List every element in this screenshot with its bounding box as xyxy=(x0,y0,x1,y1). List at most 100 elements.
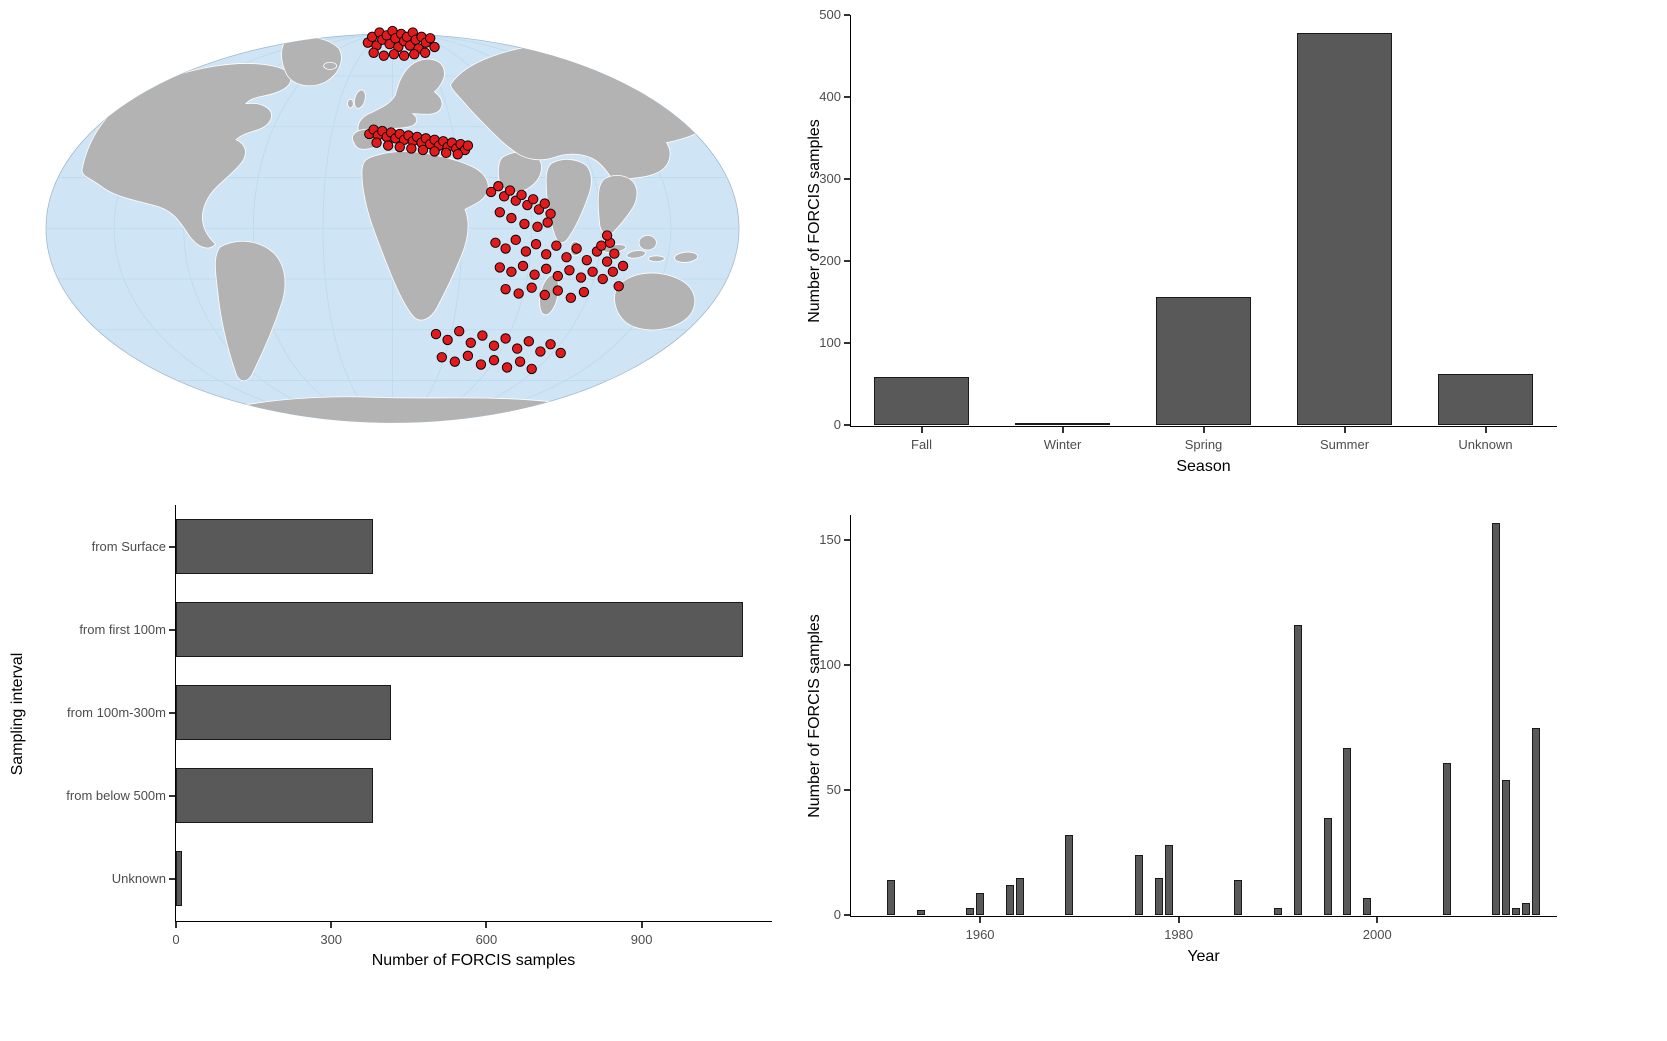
greenland xyxy=(281,36,342,87)
sample-marker xyxy=(519,218,530,230)
sample-marker xyxy=(440,147,452,159)
bar-1963 xyxy=(1005,885,1014,915)
lesser-sunda xyxy=(648,255,665,262)
bar-from-100m-300m xyxy=(176,684,391,741)
y-tick xyxy=(843,539,850,541)
y-tick-label: 100 xyxy=(819,657,841,672)
sample-markers xyxy=(362,25,629,375)
x-tick-label: Winter xyxy=(1043,437,1082,452)
bar-1997 xyxy=(1343,747,1352,915)
y-tick-label: 0 xyxy=(833,417,841,432)
sample-marker xyxy=(516,189,527,201)
season-chart-panel: Number of FORCIS samples 0 100 200 300 400 50… xyxy=(800,0,1667,490)
season-y-title-wrap: Number of FORCIS samples xyxy=(802,15,828,427)
africa xyxy=(361,151,489,321)
sample-marker xyxy=(388,49,400,60)
sample-marker xyxy=(542,217,553,228)
sample-marker xyxy=(541,263,552,275)
new-guinea xyxy=(674,251,699,263)
bar-1995 xyxy=(1323,817,1332,915)
sample-marker xyxy=(564,265,575,276)
europe xyxy=(357,58,445,137)
y-tick-label: 400 xyxy=(819,89,841,104)
interval-y-title-wrap: Sampling interval xyxy=(5,505,31,922)
sample-marker xyxy=(607,266,619,277)
sample-marker xyxy=(378,50,389,61)
sample-marker xyxy=(510,234,521,246)
season-plot-area: 0 100 200 300 400 500 Fall Winter Spring Summer Un… xyxy=(819,7,1557,452)
bar-fall xyxy=(874,377,969,425)
season-x-axis-title: Season xyxy=(1176,458,1231,475)
y-tick-label: 500 xyxy=(819,7,841,22)
sample-marker xyxy=(465,337,476,348)
y-tick xyxy=(843,14,850,16)
sample-marker xyxy=(490,237,501,248)
bar-2007 xyxy=(1442,762,1451,915)
sample-marker xyxy=(575,272,587,283)
x-tick-label: Summer xyxy=(1319,437,1370,452)
sample-marker xyxy=(500,283,511,295)
sample-marker xyxy=(596,240,607,251)
bar-1999 xyxy=(1363,897,1372,915)
sample-marker xyxy=(514,356,526,367)
map-panel xyxy=(0,0,800,480)
bar-unknown xyxy=(1438,374,1533,425)
year-y-axis-title: Number of FORCIS samples xyxy=(806,614,823,818)
sample-marker xyxy=(581,254,592,266)
sample-marker xyxy=(430,328,442,340)
south-america xyxy=(214,240,286,382)
sample-marker xyxy=(539,198,550,209)
sample-marker xyxy=(485,186,497,198)
sample-marker xyxy=(520,246,532,257)
y-tick xyxy=(843,914,850,916)
bar-1969 xyxy=(1065,835,1074,915)
bar-2013 xyxy=(1502,780,1511,915)
x-tick xyxy=(485,922,488,928)
sample-marker xyxy=(613,281,624,292)
sample-marker xyxy=(449,356,461,367)
sample-marker xyxy=(462,140,474,151)
sample-marker xyxy=(394,141,405,153)
sample-marker xyxy=(371,137,382,148)
bar-from-surface xyxy=(176,518,373,575)
sample-marker xyxy=(551,240,562,251)
x-tick-label: 600 xyxy=(475,932,498,947)
y-tick xyxy=(843,260,850,262)
y-tick xyxy=(843,789,850,791)
year-y-title-wrap: Number of FORCIS samples xyxy=(802,515,828,917)
bar-1992 xyxy=(1293,625,1302,915)
sample-marker xyxy=(512,343,523,354)
sample-marker xyxy=(398,50,410,61)
sample-marker xyxy=(545,208,556,219)
y-tick-label: from first 100m xyxy=(79,621,166,637)
sample-marker xyxy=(500,333,511,344)
x-tick-label: 1980 xyxy=(1164,927,1194,942)
interval-plot-area: 0 300 600 900 from Surface from first 100m fro… xyxy=(66,505,772,947)
bar-from-first-100m xyxy=(176,601,743,658)
sample-marker xyxy=(601,230,613,241)
sample-marker xyxy=(504,185,516,196)
y-tick xyxy=(168,877,175,880)
sample-marker xyxy=(429,146,440,157)
x-tick xyxy=(1061,427,1064,433)
bar-spring xyxy=(1156,297,1251,425)
y-tick xyxy=(843,424,850,426)
bar-2016 xyxy=(1532,727,1541,915)
sample-marker xyxy=(442,334,453,346)
sample-marker xyxy=(527,194,539,205)
sample-marker xyxy=(526,282,537,293)
sample-marker xyxy=(368,47,379,58)
australia xyxy=(614,272,696,331)
sample-marker xyxy=(494,262,505,273)
bar-winter xyxy=(1015,423,1110,426)
x-tick-label: 300 xyxy=(320,932,343,947)
x-tick xyxy=(1484,427,1487,433)
bar-1986 xyxy=(1234,880,1243,915)
japan xyxy=(700,107,718,135)
x-tick xyxy=(1376,917,1379,923)
sample-marker xyxy=(539,289,550,301)
sample-marker xyxy=(517,260,529,272)
season-y-axis-title: Number of FORCIS samples xyxy=(806,119,823,323)
y-tick xyxy=(168,545,175,548)
